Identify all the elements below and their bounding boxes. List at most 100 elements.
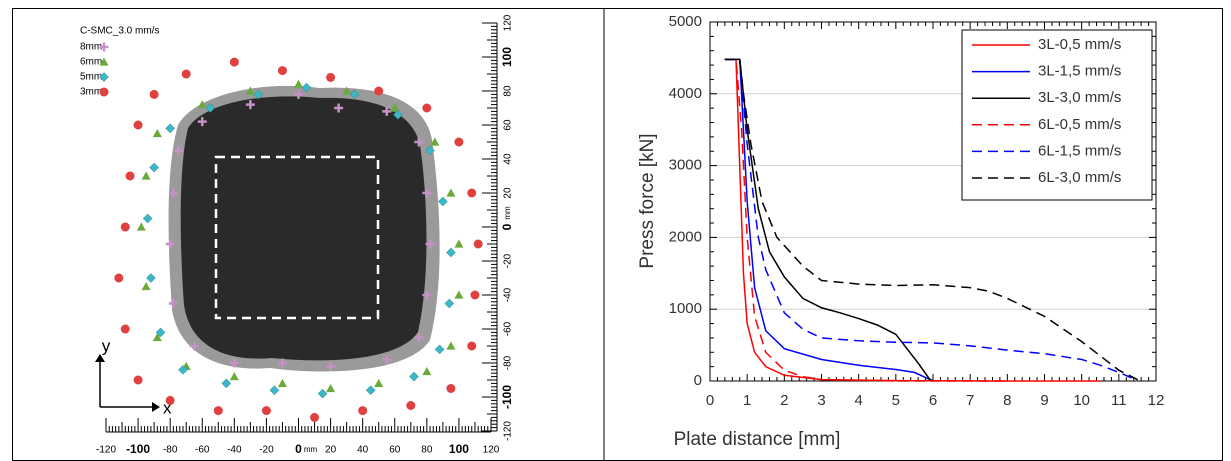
marker	[334, 103, 344, 113]
marker	[446, 247, 456, 258]
y-tick-label: -20	[503, 253, 514, 268]
marker	[133, 120, 143, 130]
x-tick-label: 5	[892, 392, 900, 409]
y-tick-label: 5000	[669, 13, 702, 30]
marker	[294, 89, 303, 99]
marker	[99, 57, 109, 66]
legend-label: 5mm	[80, 72, 102, 83]
legend-label: 6L-3,0 mm/s	[1038, 169, 1121, 186]
marker	[178, 364, 188, 375]
marker	[374, 86, 384, 96]
marker	[310, 412, 320, 422]
x-tick-label: -60	[195, 445, 210, 456]
x-tick-label: -40	[227, 445, 242, 456]
y-tick-label: -80	[503, 355, 514, 370]
y-tick-label: 0	[694, 372, 702, 389]
x-tick-label: 6	[929, 392, 937, 409]
marker	[277, 358, 287, 368]
marker	[382, 355, 392, 365]
marker	[114, 273, 124, 283]
marker	[446, 384, 456, 393]
y-tick-label: -100	[500, 385, 514, 409]
y-tick-label: 1000	[669, 300, 702, 317]
marker	[425, 239, 435, 249]
marker	[365, 385, 376, 396]
legend-label: 8mm	[80, 42, 102, 53]
y-arrow-head	[95, 354, 105, 362]
legend-label: 6L-0,5 mm/s	[1038, 116, 1121, 133]
legend-label: 3L-0,5 mm/s	[1038, 36, 1121, 53]
marker	[277, 66, 287, 76]
marker	[438, 196, 448, 207]
legend-label: 3mm	[80, 87, 102, 98]
marker	[414, 333, 424, 342]
x-tick-label: -20	[259, 445, 274, 456]
marker	[152, 333, 162, 342]
marker	[277, 378, 287, 387]
x-axis-label: Plate distance [mm]	[674, 429, 841, 450]
marker	[425, 145, 435, 156]
x-tick-label: 0	[706, 392, 714, 409]
marker	[152, 129, 162, 138]
marker	[120, 222, 130, 232]
x-tick-label: 7	[966, 392, 974, 409]
marker	[467, 341, 477, 351]
marker	[213, 406, 223, 416]
marker	[142, 213, 153, 224]
legend-label: 3L-3,0 mm/s	[1038, 89, 1121, 106]
y-tick-label: -40	[503, 287, 514, 302]
marker	[467, 188, 477, 198]
legend-label: 3L-1,5 mm/s	[1038, 63, 1121, 80]
marker	[99, 42, 109, 52]
x-tick-label: 10	[1073, 392, 1090, 409]
marker	[446, 341, 456, 350]
marker	[326, 361, 336, 371]
axis-arrows	[95, 354, 160, 412]
marker	[99, 72, 109, 82]
line	[724, 58, 1101, 382]
marker	[146, 273, 156, 283]
x-tick-label: 60	[389, 445, 401, 456]
marker	[382, 106, 392, 116]
x-tick-label: 12	[1148, 392, 1165, 409]
specimen-outline	[214, 155, 380, 320]
y-axis-label: y	[102, 336, 111, 355]
x-tick-label: 100	[449, 442, 469, 456]
marker	[245, 100, 255, 110]
marker	[349, 89, 360, 100]
x-tick-label: -80	[163, 445, 178, 456]
marker	[168, 188, 178, 198]
marker	[342, 86, 352, 95]
specimen	[180, 96, 427, 361]
marker	[245, 86, 255, 95]
marker	[301, 82, 312, 93]
marker	[422, 367, 432, 376]
y-axis-label: Press force [kN]	[637, 133, 658, 268]
y-tick-label: 3000	[669, 157, 702, 174]
marker	[197, 117, 207, 127]
marker	[390, 103, 400, 112]
y-tick-label: 0	[500, 223, 514, 230]
marker	[205, 103, 216, 113]
marker	[269, 385, 280, 396]
x-tick-label: 9	[1040, 392, 1048, 409]
marker	[261, 406, 271, 416]
marker	[326, 72, 336, 82]
legend-label: 6mm	[80, 57, 102, 68]
marker	[422, 103, 432, 113]
marker	[229, 358, 239, 368]
marker	[444, 298, 455, 309]
marker	[168, 299, 178, 308]
marker	[409, 371, 419, 382]
marker	[358, 406, 368, 416]
marker	[253, 89, 264, 100]
x-tick-label: -100	[126, 442, 150, 456]
y-tick-label: 120	[503, 14, 514, 31]
y-tick-label: 60	[503, 119, 514, 131]
marker	[393, 109, 403, 120]
marker	[133, 375, 143, 385]
y-unit: mm	[503, 206, 512, 220]
chart-title: C-SMC_3.0 mm/s	[80, 26, 159, 37]
x-tick-label: 2	[780, 392, 788, 409]
marker	[229, 372, 239, 381]
